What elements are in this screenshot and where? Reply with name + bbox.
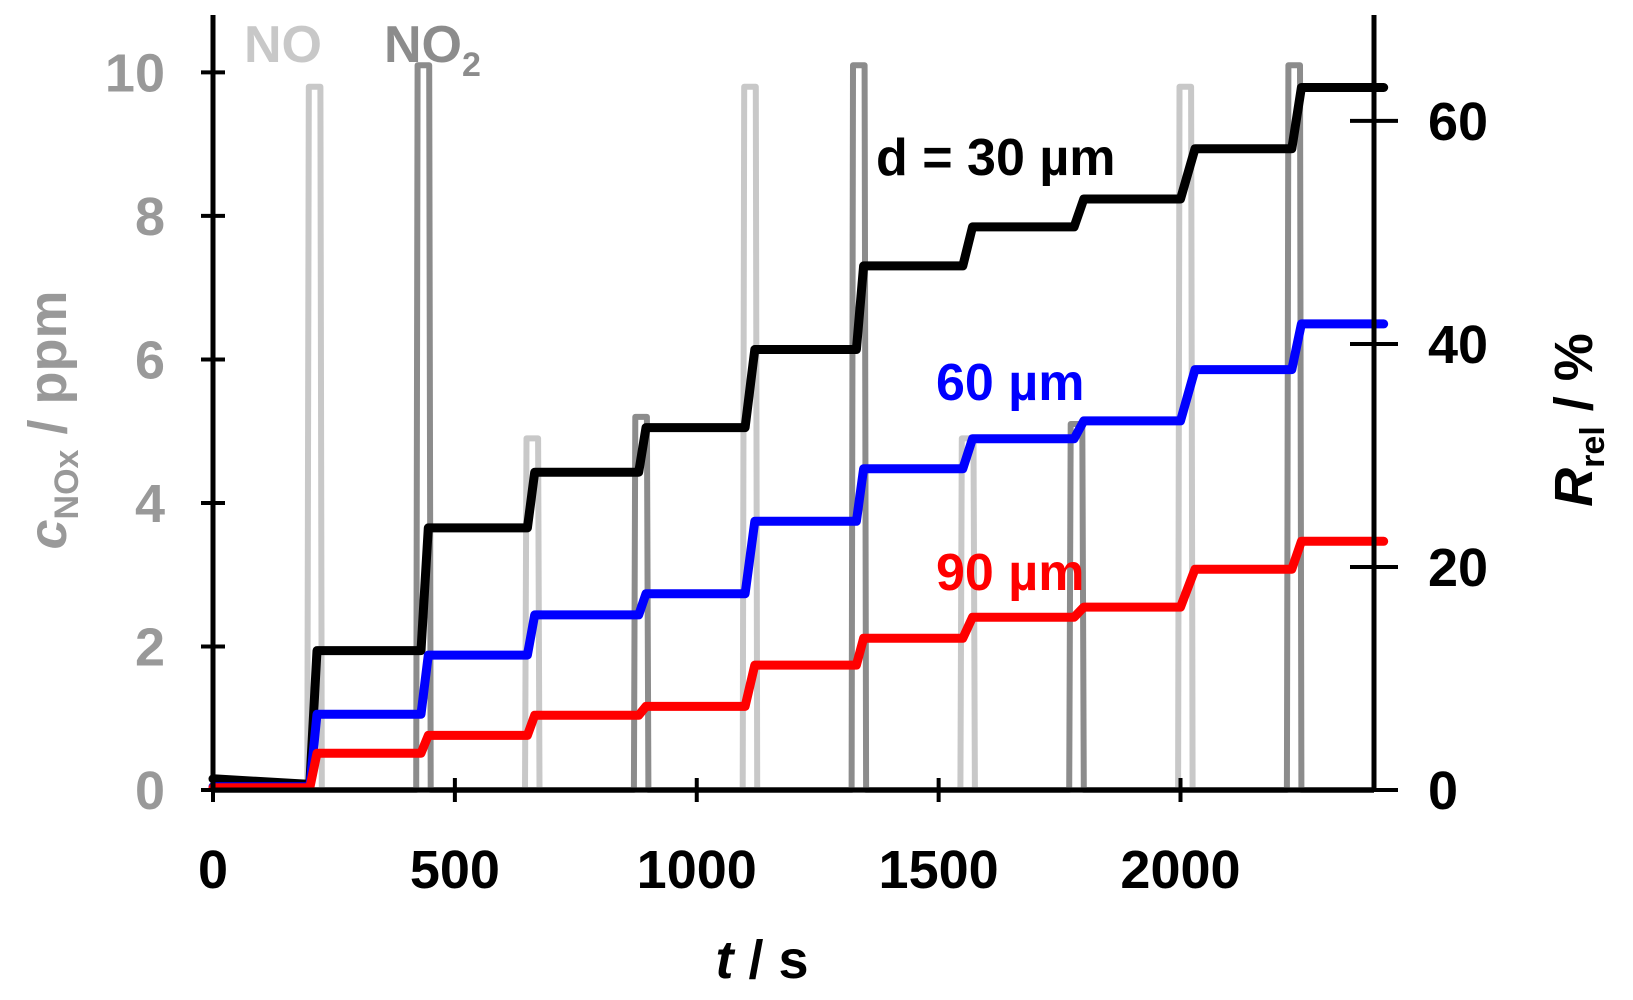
response-series-90um xyxy=(208,536,1389,793)
left-tick-label-2: 2 xyxy=(135,617,165,677)
x-axis-title-symbol: t xyxy=(715,930,735,990)
right-axis-title: Rrel / % xyxy=(1544,333,1612,507)
left-tick-label-4: 4 xyxy=(135,474,165,534)
x-axis-title-unit: / s xyxy=(733,930,808,990)
sensor-response-layer xyxy=(208,83,1389,793)
x-tick-label-1500: 1500 xyxy=(879,840,999,900)
label-no: NO xyxy=(244,16,322,74)
left-tick-label-0: 0 xyxy=(135,761,165,821)
right-axis-title-subscript: rel xyxy=(1574,426,1612,468)
right-tick-label-20: 20 xyxy=(1428,538,1488,598)
left-tick-label-10: 10 xyxy=(105,43,165,103)
x-tick-label-500: 500 xyxy=(410,840,500,900)
right-tick-label-0: 0 xyxy=(1428,761,1458,821)
left-tick-label-6: 6 xyxy=(135,330,165,390)
gas-series-no2 xyxy=(213,62,1374,793)
label-60um: 60 µm xyxy=(936,354,1084,412)
axes: 0 500 1000 1500 2000 0 2 4 6 8 10 0 20 40 60 xyxy=(105,15,1488,900)
label-90um: 90 µm xyxy=(936,544,1084,602)
left-axis-title-unit: / ppm xyxy=(18,291,78,450)
right-ticks: 0 20 40 60 xyxy=(1350,92,1488,821)
gas-series-no xyxy=(213,83,1374,793)
x-tick-label-1000: 1000 xyxy=(637,840,757,900)
left-axis-title-subscript: NOx xyxy=(48,449,86,519)
x-tick-label-0: 0 xyxy=(198,840,228,900)
gas-concentration-layer xyxy=(213,62,1374,793)
label-no2-main: NO xyxy=(384,16,462,74)
right-tick-label-40: 40 xyxy=(1428,315,1488,375)
response-series-30um xyxy=(208,83,1389,789)
left-axis-title-symbol: c xyxy=(18,519,78,549)
label-30um: d = 30 µm xyxy=(876,129,1116,187)
x-ticks: 0 500 1000 1500 2000 xyxy=(198,778,1241,900)
x-tick-label-2000: 2000 xyxy=(1120,840,1240,900)
x-axis-title: t / s xyxy=(715,930,808,990)
plot-area xyxy=(208,62,1389,793)
label-no2: NO2 xyxy=(384,16,481,84)
left-axis-title: cNOx / ppm xyxy=(18,291,86,550)
response-series-60um xyxy=(208,319,1389,792)
left-ticks: 0 2 4 6 8 10 xyxy=(105,43,225,821)
right-axis-title-unit: / % xyxy=(1544,333,1604,426)
right-axis-title-symbol: R xyxy=(1544,468,1604,507)
right-tick-label-60: 60 xyxy=(1428,92,1488,152)
label-no2-subscript: 2 xyxy=(462,46,481,84)
left-tick-label-8: 8 xyxy=(135,187,165,247)
